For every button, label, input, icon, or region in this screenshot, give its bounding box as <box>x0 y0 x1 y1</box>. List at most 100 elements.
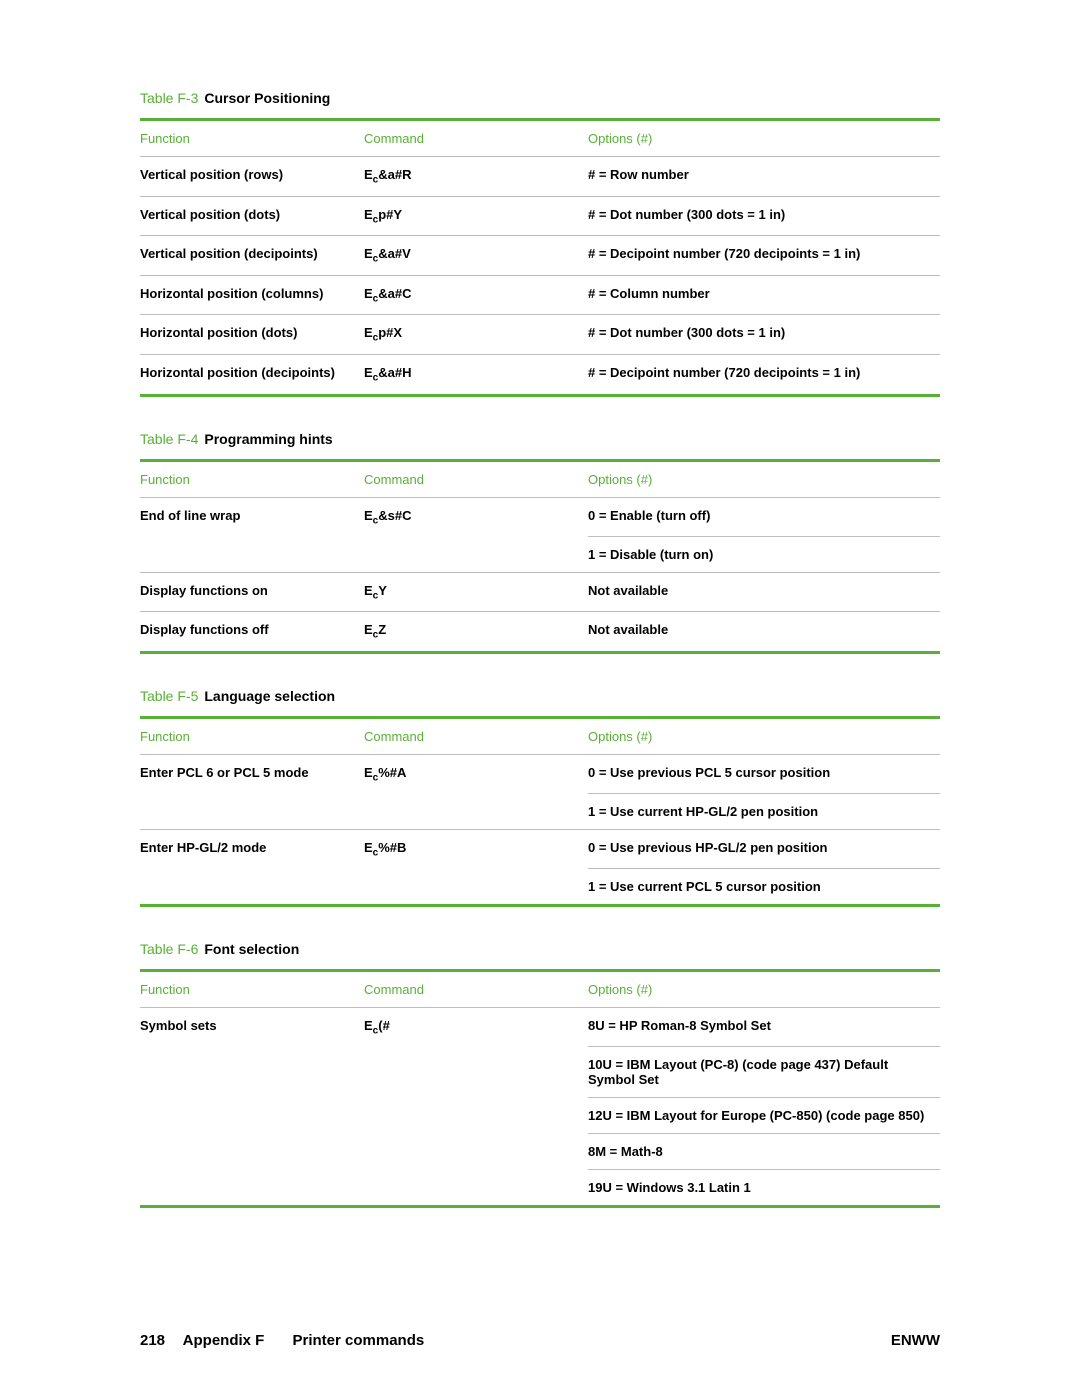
table-block: Table F-4 Programming hints FunctionComman… <box>140 431 940 654</box>
table-row: Horizontal position (columns)Ec&a#C# = C… <box>140 275 940 315</box>
cell-option: 19U = Windows 3.1 Latin 1 <box>588 1170 940 1207</box>
cmd-subscript: c <box>373 175 379 186</box>
cell-empty <box>140 1134 364 1170</box>
command-table: FunctionCommandOptions (#)Enter PCL 6 or… <box>140 716 940 907</box>
table-title: Cursor Positioning <box>204 90 330 106</box>
cell-command: Ec&a#V <box>364 236 588 276</box>
col-command: Command <box>364 120 588 157</box>
command-table: FunctionCommandOptions (#)Symbol setsEc(… <box>140 969 940 1208</box>
cell-empty <box>140 1047 364 1098</box>
cell-empty <box>364 1098 588 1134</box>
col-options: Options (#) <box>588 120 940 157</box>
cmd-subscript: c <box>373 630 379 641</box>
table-row: 1 = Use current PCL 5 cursor position <box>140 869 940 906</box>
cell-option: 1 = Use current HP-GL/2 pen position <box>588 793 940 829</box>
col-function: Function <box>140 971 364 1008</box>
cell-function: Vertical position (decipoints) <box>140 236 364 276</box>
cell-empty <box>364 1170 588 1207</box>
cell-command: EcZ <box>364 612 588 653</box>
cmd-subscript: c <box>373 515 379 526</box>
table-row: Symbol setsEc(#8U = HP Roman-8 Symbol Se… <box>140 1008 940 1047</box>
table-header-row: FunctionCommandOptions (#) <box>140 120 940 157</box>
table-row: Vertical position (decipoints)Ec&a#V# = … <box>140 236 940 276</box>
col-function: Function <box>140 717 364 754</box>
table-title: Language selection <box>204 688 335 704</box>
table-block: Table F-6Font selection FunctionCommandOp… <box>140 941 940 1208</box>
cmd-subscript: c <box>373 254 379 265</box>
col-command: Command <box>364 460 588 497</box>
cmd-subscript: c <box>373 772 379 783</box>
table-row: 19U = Windows 3.1 Latin 1 <box>140 1170 940 1207</box>
cell-command: EcY <box>364 572 588 612</box>
table-row: Horizontal position (dots)Ecp#X# = Dot n… <box>140 315 940 355</box>
table-header-row: FunctionCommandOptions (#) <box>140 971 940 1008</box>
page-footer: 218 Appendix F Printer commands ENWW <box>140 1332 940 1349</box>
col-options: Options (#) <box>588 717 940 754</box>
table-title: Programming hints <box>204 431 332 447</box>
cell-function: Symbol sets <box>140 1008 364 1047</box>
command-table: FunctionCommandOptions (#)End of line wr… <box>140 459 940 654</box>
table-row: Enter HP-GL/2 modeEc%#B0 = Use previous … <box>140 829 940 868</box>
table-row: Display functions offEcZNot available <box>140 612 940 653</box>
table-caption: Table F-5 Language selection <box>140 688 940 704</box>
cmd-subscript: c <box>373 1026 379 1037</box>
table-prefix: Table F-4 <box>140 431 198 447</box>
table-caption: Table F-3 Cursor Positioning <box>140 90 940 106</box>
appendix-label: Appendix F <box>183 1332 265 1349</box>
table-row: Horizontal position (decipoints)Ec&a#H# … <box>140 354 940 395</box>
cell-empty <box>364 1047 588 1098</box>
col-command: Command <box>364 717 588 754</box>
cell-option: # = Decipoint number (720 decipoints = 1… <box>588 354 940 395</box>
table-row: Display functions onEcYNot available <box>140 572 940 612</box>
cell-option: # = Row number <box>588 157 940 197</box>
cell-empty <box>140 1170 364 1207</box>
cell-command: Ec%#A <box>364 754 588 793</box>
cmd-subscript: c <box>373 293 379 304</box>
col-options: Options (#) <box>588 460 940 497</box>
cell-option: # = Dot number (300 dots = 1 in) <box>588 196 940 236</box>
table-prefix: Table F-3 <box>140 90 198 106</box>
table-header-row: FunctionCommandOptions (#) <box>140 460 940 497</box>
col-command: Command <box>364 971 588 1008</box>
cell-command: Ec&a#C <box>364 275 588 315</box>
table-row: Vertical position (rows)Ec&a#R# = Row nu… <box>140 157 940 197</box>
cell-function: Display functions on <box>140 572 364 612</box>
cell-option: 1 = Use current PCL 5 cursor position <box>588 869 940 906</box>
cell-option: Not available <box>588 572 940 612</box>
cmd-subscript: c <box>373 590 379 601</box>
cell-empty <box>140 793 364 829</box>
cell-empty <box>140 536 364 572</box>
table-row: End of line wrapEc&s#C0 = Enable (turn o… <box>140 497 940 536</box>
cell-empty <box>364 536 588 572</box>
cell-command: Ecp#X <box>364 315 588 355</box>
cell-function: Horizontal position (decipoints) <box>140 354 364 395</box>
col-options: Options (#) <box>588 971 940 1008</box>
cell-function: Vertical position (dots) <box>140 196 364 236</box>
document-page: Table F-3Cursor PositioningFunctionComma… <box>0 0 1080 1397</box>
tables-container: Table F-3Cursor PositioningFunctionComma… <box>140 90 940 1208</box>
cell-option: 0 = Use previous HP-GL/2 pen position <box>588 829 940 868</box>
cell-empty <box>364 793 588 829</box>
footer-left: 218 Appendix F Printer commands <box>140 1332 424 1349</box>
cell-empty <box>364 869 588 906</box>
cell-option: # = Decipoint number (720 decipoints = 1… <box>588 236 940 276</box>
cell-option: Not available <box>588 612 940 653</box>
cell-empty <box>140 869 364 906</box>
table-caption: Table F-6Font selection <box>140 941 940 957</box>
cell-command: Ec&a#R <box>364 157 588 197</box>
cell-option: 10U = IBM Layout (PC-8) (code page 437) … <box>588 1047 940 1098</box>
table-row: 1 = Disable (turn on) <box>140 536 940 572</box>
cell-command: Ec%#B <box>364 829 588 868</box>
table-prefix: Table F-5 <box>140 688 198 704</box>
col-function: Function <box>140 120 364 157</box>
cell-command: Ec&a#H <box>364 354 588 395</box>
cmd-subscript: c <box>373 214 379 225</box>
cell-function: Enter HP-GL/2 mode <box>140 829 364 868</box>
col-function: Function <box>140 460 364 497</box>
table-title: Font selection <box>204 941 299 957</box>
table-caption: Table F-4 Programming hints <box>140 431 940 447</box>
cell-command: Ec&s#C <box>364 497 588 536</box>
cell-option: 8M = Math-8 <box>588 1134 940 1170</box>
table-row: 1 = Use current HP-GL/2 pen position <box>140 793 940 829</box>
cell-function: Vertical position (rows) <box>140 157 364 197</box>
